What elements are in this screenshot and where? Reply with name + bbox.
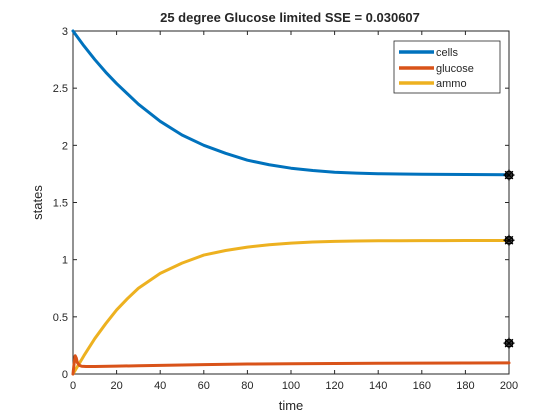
x-tick-label: 60 [198,380,210,392]
data-marker-2 [503,337,515,349]
data-marker-1 [503,234,515,246]
series-line-ammo [71,238,511,376]
x-tick-label: 160 [413,380,431,392]
legend-label-cells: cells [436,47,459,59]
y-axis-label: states [30,185,45,220]
x-tick-label: 20 [110,380,122,392]
y-tick-label: 1 [62,255,68,267]
y-tick-label: 2.5 [53,83,68,95]
data-marker-0 [503,169,515,181]
y-tick-label: 0.5 [53,312,68,324]
x-tick-label: 180 [456,380,474,392]
x-tick-label: 140 [369,380,387,392]
x-tick-label: 80 [241,380,253,392]
x-tick-label: 120 [325,380,343,392]
legend-label-glucose: glucose [436,63,474,75]
x-tick-label: 0 [70,380,76,392]
x-axis-label: time [279,398,304,413]
y-tick-label: 1.5 [53,198,68,210]
y-tick-label: 3 [62,26,68,38]
x-tick-label: 100 [282,380,300,392]
series-line-glucose [71,354,511,376]
legend-label-ammo: ammo [436,78,467,90]
y-tick-label: 2 [62,140,68,152]
x-tick-label: 40 [154,380,166,392]
legend: cells glucose ammo [393,40,501,94]
y-tick-label: 0 [62,369,68,381]
series-line-cells [71,29,511,177]
x-tick-label: 200 [500,380,518,392]
chart-title: 25 degree Glucose limited SSE = 0.030607 [160,10,420,25]
